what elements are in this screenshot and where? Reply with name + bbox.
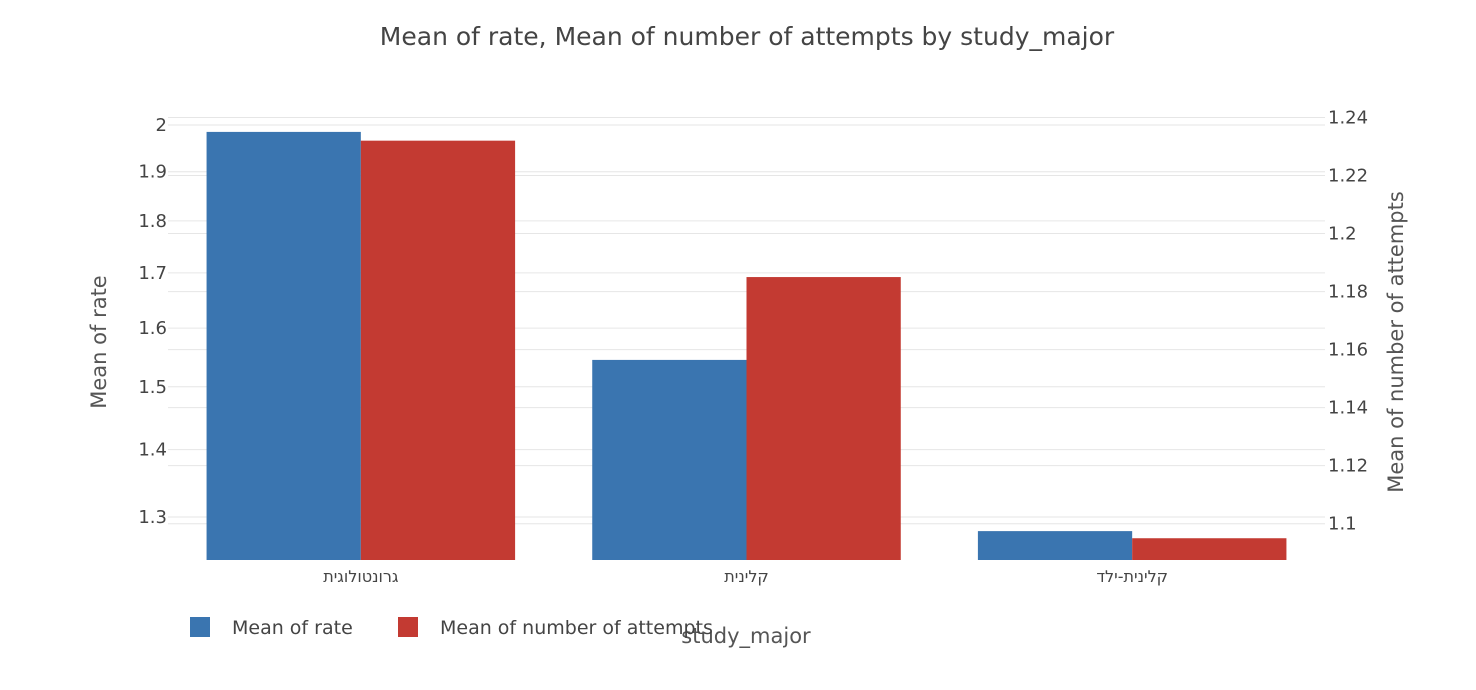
legend[interactable]: Mean of rate Mean of number of attempts <box>190 617 713 639</box>
y-axis-ticks: 1.3 1.4 1.5 1.6 1.7 1.8 1.9 2 <box>138 115 167 528</box>
legend-item[interactable]: Mean of rate <box>190 617 353 639</box>
y2-axis-ticks: 1.1 1.12 1.14 1.16 1.18 1.2 1.22 1.24 <box>1328 107 1368 534</box>
x-tick-label: קלינית-ילד <box>1096 567 1168 586</box>
y-axis-title: Mean of rate <box>87 275 111 408</box>
y-tick-label: 2 <box>156 115 167 136</box>
y-tick-label: 1.5 <box>138 377 167 398</box>
bars <box>206 131 1287 560</box>
x-tick-label: גרונטולוגית <box>323 567 399 586</box>
legend-label: Mean of rate <box>232 617 353 639</box>
y2-tick-label: 1.18 <box>1328 282 1368 303</box>
bar-attempts[interactable] <box>360 140 516 560</box>
x-axis-title: study_major <box>681 624 811 649</box>
y2-tick-label: 1.24 <box>1328 107 1368 128</box>
bar-rate[interactable] <box>977 531 1133 560</box>
legend-swatch <box>398 617 418 637</box>
x-axis-ticks: גרונטולוגית קלינית קלינית-ילד <box>323 567 1168 586</box>
y2-tick-label: 1.12 <box>1328 456 1368 477</box>
y-tick-label: 1.8 <box>138 211 167 232</box>
legend-item[interactable]: Mean of number of attempts <box>398 617 713 639</box>
chart-title: Mean of rate, Mean of number of attempts… <box>380 22 1115 51</box>
x-tick-label: קלינית <box>724 567 769 586</box>
y2-tick-label: 1.1 <box>1328 514 1357 535</box>
y-tick-label: 1.3 <box>138 507 167 528</box>
legend-label: Mean of number of attempts <box>440 617 713 639</box>
y-tick-label: 1.4 <box>138 440 167 461</box>
y-tick-label: 1.9 <box>138 162 167 183</box>
y2-tick-label: 1.2 <box>1328 224 1357 245</box>
y2-axis-title: Mean of number of attempts <box>1384 191 1408 493</box>
bar-rate[interactable] <box>206 131 361 560</box>
bar-attempts[interactable] <box>746 277 901 560</box>
y-tick-label: 1.7 <box>138 263 167 284</box>
y2-tick-label: 1.22 <box>1328 165 1368 186</box>
bar-attempts[interactable] <box>1132 538 1287 560</box>
y-tick-label: 1.6 <box>138 318 167 339</box>
bar-rate[interactable] <box>592 359 747 560</box>
y2-tick-label: 1.14 <box>1328 398 1368 419</box>
y2-tick-label: 1.16 <box>1328 340 1368 361</box>
legend-swatch <box>190 617 210 637</box>
